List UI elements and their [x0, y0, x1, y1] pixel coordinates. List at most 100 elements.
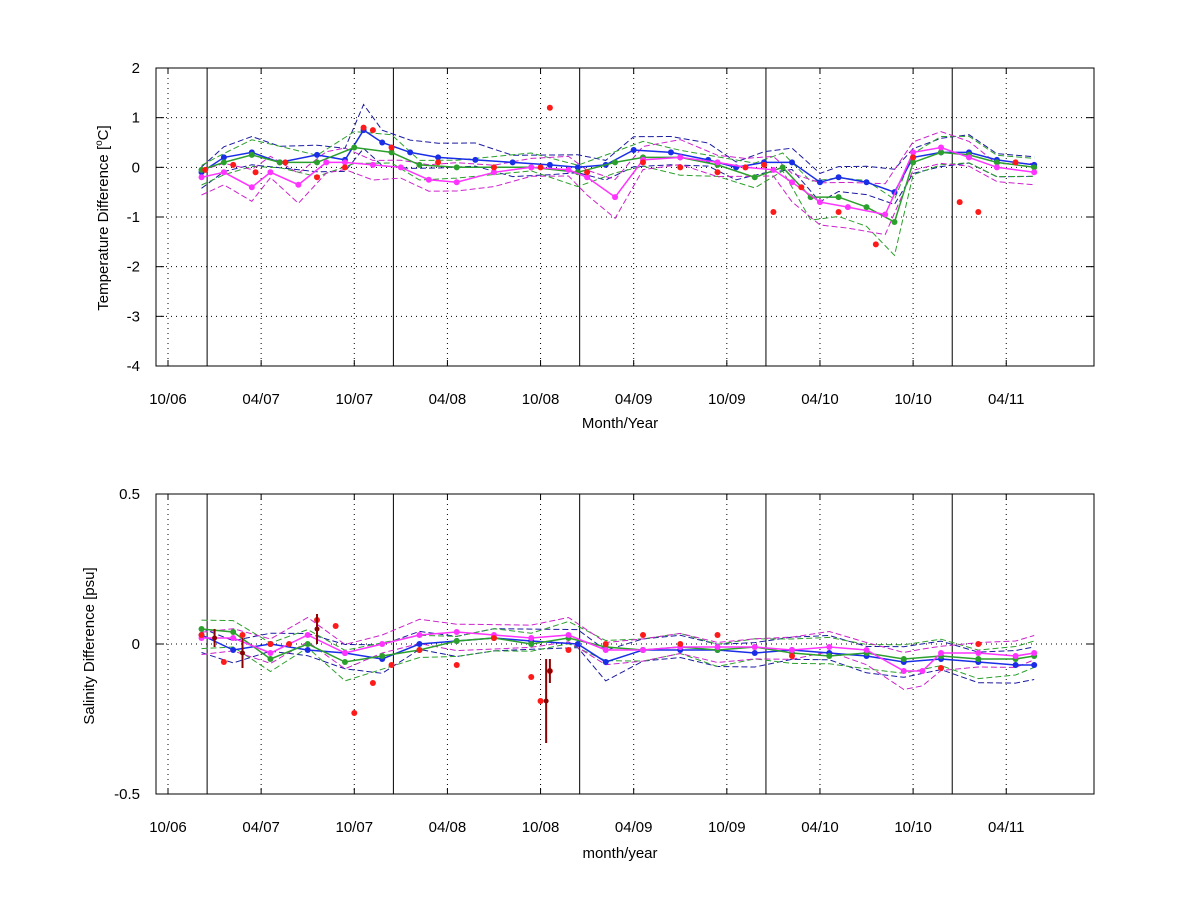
temperature-green-point: [993, 159, 1000, 166]
temperature-magenta-point: [295, 181, 302, 188]
temperature-red-point: [1012, 159, 1019, 166]
salinity-magenta-envelope: [201, 616, 1035, 654]
temperature-blue-point: [472, 156, 479, 163]
temperature-xtick-label: 10/09: [708, 391, 746, 408]
salinity-green-point: [900, 656, 907, 662]
salinity-red-point: [388, 662, 395, 668]
salinity-green-point: [230, 629, 237, 635]
temperature-magenta-point: [490, 169, 497, 176]
temperature-blue-point: [863, 179, 870, 186]
temperature-red-point: [282, 159, 289, 166]
temperature-red-point: [435, 159, 442, 166]
salinity-magenta-point: [267, 650, 274, 656]
temperature-xtick-label: 04/07: [242, 391, 280, 408]
salinity-xlabel: month/year: [582, 845, 657, 862]
salinity-red-point: [938, 665, 945, 671]
temperature-magenta-point: [677, 154, 684, 161]
salinity-red-point: [602, 641, 609, 647]
salinity-magenta-point: [1031, 650, 1038, 656]
temperature-ytick-label: 1: [132, 110, 140, 127]
temperature-red-point: [537, 164, 544, 171]
salinity-green-envelope: [201, 619, 1035, 651]
salinity-magenta-point: [453, 629, 460, 635]
temperature-green-point: [248, 151, 255, 158]
salinity-magenta-point: [640, 647, 647, 653]
temperature-chart: Temperature Difference [oC] Month/Year 1…: [94, 60, 1095, 432]
salinity-blue-point: [416, 641, 423, 647]
salinity-magenta-point: [528, 635, 535, 641]
salinity-red-point: [267, 641, 274, 647]
temperature-red-point: [770, 209, 777, 216]
temperature-magenta-point: [220, 169, 227, 176]
salinity-magenta-point: [919, 668, 926, 674]
temperature-magenta-point: [584, 174, 591, 181]
temperature-xtick-label: 04/08: [429, 391, 467, 408]
temperature-green-point: [910, 159, 917, 166]
salinity-magenta-envelope: [201, 641, 1035, 691]
temperature-green-point: [220, 159, 227, 166]
salinity-red-point: [351, 710, 358, 716]
temperature-magenta-point: [453, 179, 460, 186]
salinity-green-point: [341, 659, 348, 665]
temperature-magenta-point: [267, 169, 274, 176]
salinity-green-line: [201, 628, 1035, 663]
temperature-magenta-point: [565, 166, 572, 173]
temperature-magenta-point: [341, 159, 348, 166]
salinity-xtick-label: 04/07: [242, 819, 280, 836]
salinity-red-point: [416, 647, 423, 653]
temperature-red-point: [546, 104, 553, 111]
salinity-red-point: [220, 659, 227, 665]
temperature-green-point: [314, 159, 321, 166]
temperature-red-point: [835, 209, 842, 216]
temperature-magenta-point: [612, 194, 619, 201]
salinity-xtick-label: 10/07: [336, 819, 374, 836]
temperature-ytick-label: -1: [127, 209, 140, 226]
temperature-xtick-label: 04/11: [988, 391, 1024, 408]
temperature-red-point: [490, 164, 497, 171]
temperature-xtick-label: 10/07: [336, 391, 374, 408]
salinity-magenta-point: [938, 650, 945, 656]
salinity-xtick-label: 10/08: [522, 819, 560, 836]
temperature-red-point: [910, 154, 917, 161]
salinity-red-point: [286, 641, 293, 647]
temperature-red-point: [369, 127, 376, 134]
salinity-blue-envelope: [201, 647, 1035, 684]
salinity-blue-point: [1031, 662, 1038, 668]
salinity-magenta-point: [900, 668, 907, 674]
temperature-xtick-label: 10/08: [522, 391, 560, 408]
temperature-ylabel: Temperature Difference [oC]: [94, 125, 112, 310]
temperature-green-point: [891, 218, 898, 225]
temperature-red-point: [714, 169, 721, 176]
temperature-green-point: [1031, 164, 1038, 171]
temperature-red-point: [640, 159, 647, 166]
salinity-red-point: [537, 698, 544, 704]
salinity-magenta-point: [826, 644, 833, 650]
temperature-blue-point: [789, 159, 796, 166]
temperature-magenta-point: [198, 174, 205, 181]
salinity-errorbar-point: [543, 698, 549, 704]
salinity-ytick-label: 0.5: [119, 486, 140, 503]
salinity-blue-point: [602, 659, 609, 665]
temperature-blue-point: [630, 146, 637, 153]
temperature-green-point: [453, 164, 460, 171]
temperature-magenta-point: [844, 204, 851, 211]
temperature-red-point: [975, 209, 982, 216]
salinity-green-point: [826, 653, 833, 659]
temperature-green-point: [751, 174, 758, 181]
temperature-red-point: [314, 174, 321, 181]
temperature-green-point: [863, 204, 870, 211]
salinity-green-point: [198, 626, 205, 632]
salinity-red-point: [565, 647, 572, 653]
temperature-ytick-label: 0: [132, 159, 140, 176]
salinity-red-point: [714, 632, 721, 638]
temperature-green-point: [779, 164, 786, 171]
temperature-red-point: [677, 164, 684, 171]
temperature-blue-point: [835, 174, 842, 181]
temperature-red-point: [584, 169, 591, 176]
temperature-red-point: [872, 241, 879, 248]
temperature-red-point: [360, 124, 367, 131]
temperature-green-point: [612, 159, 619, 166]
salinity-red-point: [975, 641, 982, 647]
temperature-magenta-point: [993, 164, 1000, 171]
